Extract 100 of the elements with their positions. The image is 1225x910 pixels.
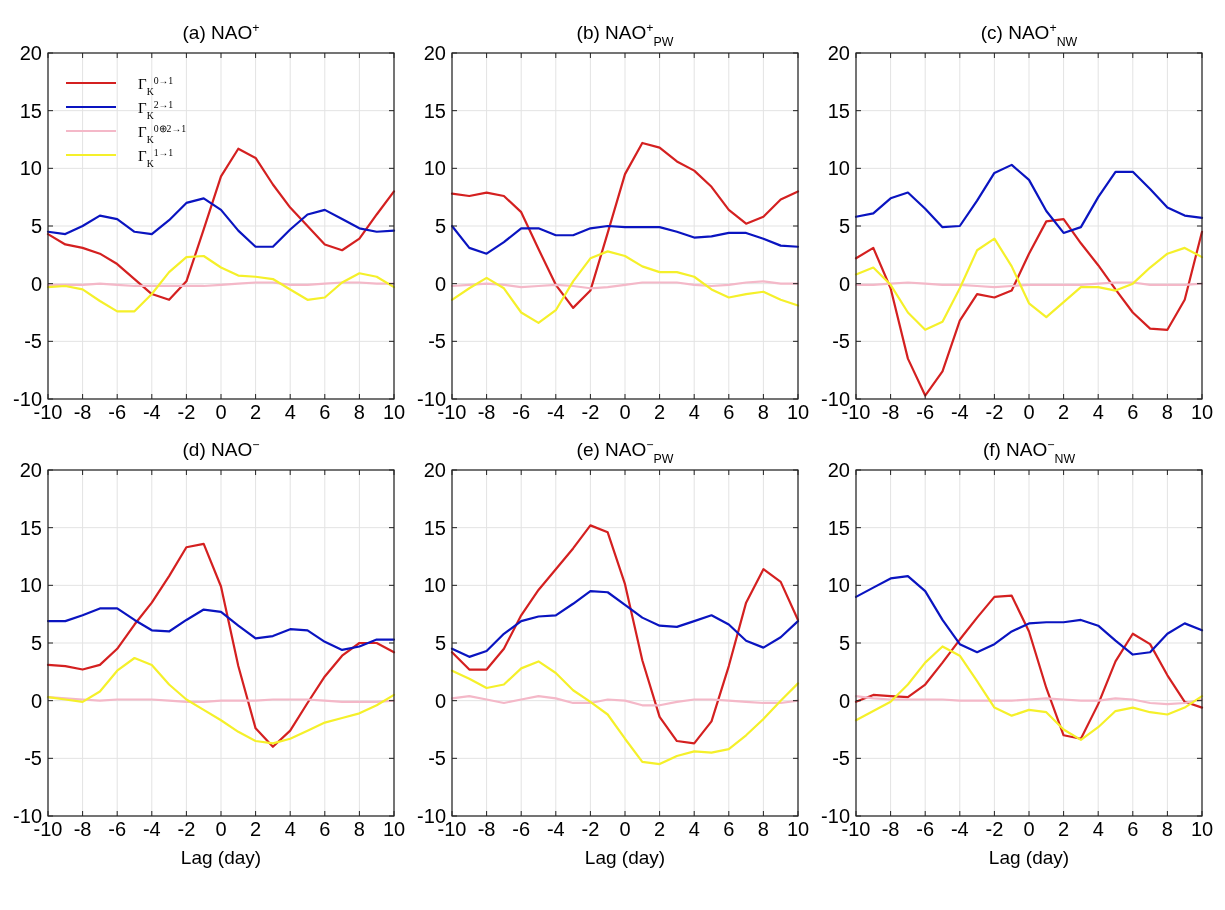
y-tick-label: 5 — [434, 632, 446, 654]
line-series — [450, 524, 800, 745]
line-series — [450, 141, 800, 309]
y-tick-label: 20 — [19, 42, 42, 64]
y-tick-label: 15 — [827, 516, 850, 539]
line-series — [450, 694, 800, 707]
x-tick-label: -6 — [512, 401, 531, 423]
y-tick-label: 20 — [827, 42, 850, 64]
line-series — [46, 147, 396, 301]
x-tick-label: 4 — [688, 818, 700, 840]
y-tick-label: 10 — [423, 574, 446, 597]
x-tick-label: -4 — [142, 818, 161, 840]
x-tick-label: 8 — [1161, 401, 1173, 423]
x-tick-label: 10 — [1190, 818, 1214, 840]
y-tick-label: -5 — [832, 330, 850, 353]
y-tick-label: 15 — [423, 516, 446, 539]
x-tick-label: 2 — [654, 401, 666, 423]
x-tick-label: -8 — [881, 401, 900, 423]
x-tick-label: 10 — [786, 401, 810, 423]
x-tick-label: 2 — [250, 401, 262, 423]
x-tick-label: -2 — [985, 818, 1004, 840]
x-tick-label: 4 — [284, 818, 296, 840]
y-tick-label: 5 — [30, 215, 42, 237]
x-tick-label: 2 — [250, 818, 262, 840]
x-tick-label: -8 — [73, 401, 92, 423]
y-tick-label: 20 — [423, 459, 446, 481]
y-tick-label: 0 — [30, 272, 42, 295]
line-series — [450, 224, 800, 255]
y-tick-label: 10 — [19, 157, 42, 180]
x-tick-label: 4 — [1092, 401, 1104, 423]
line-series — [46, 656, 396, 745]
x-axis-title: Lag (day) — [584, 847, 666, 868]
x-tick-label: 0 — [215, 401, 227, 423]
line-series — [46, 607, 396, 652]
x-tick-label: 0 — [1023, 401, 1035, 423]
x-tick-label: 0 — [215, 818, 227, 840]
x-tick-label: -6 — [916, 401, 935, 423]
y-tick-label: 15 — [423, 99, 446, 122]
y-tick-label: 5 — [434, 215, 446, 237]
line-series — [854, 645, 1204, 741]
x-tick-label: 6 — [723, 818, 735, 840]
x-tick-label: 0 — [1023, 818, 1035, 840]
y-tick-label: 10 — [827, 157, 850, 180]
x-tick-label: -4 — [546, 818, 565, 840]
line-series — [854, 594, 1204, 740]
line-series — [854, 694, 1204, 706]
x-tick-label: -4 — [142, 401, 161, 423]
chart-title: (a) NAO$^{+}$ — [182, 21, 260, 43]
x-tick-label: 10 — [382, 401, 406, 423]
y-tick-label: 20 — [827, 459, 850, 481]
x-tick-label: 2 — [1058, 401, 1070, 423]
x-tick-label: -4 — [546, 401, 565, 423]
line-series — [854, 237, 1204, 331]
x-tick-label: -2 — [581, 401, 600, 423]
line-series — [450, 280, 800, 290]
y-tick-label: 0 — [30, 689, 42, 712]
x-tick-label: 6 — [1127, 401, 1139, 423]
y-tick-label: 20 — [423, 42, 446, 64]
x-tick-label: 6 — [1127, 818, 1139, 840]
x-tick-label: 8 — [1161, 818, 1173, 840]
x-tick-label: 2 — [1058, 818, 1070, 840]
y-tick-label: -5 — [832, 747, 850, 770]
y-tick-label: 0 — [838, 272, 850, 295]
y-tick-label: 0 — [838, 689, 850, 712]
line-series — [46, 197, 396, 248]
y-tick-label: 5 — [838, 215, 850, 237]
x-tick-label: 10 — [1190, 401, 1214, 423]
y-tick-label: 0 — [434, 689, 446, 712]
x-tick-label: 8 — [757, 401, 769, 423]
x-tick-label: 4 — [284, 401, 296, 423]
x-tick-label: -6 — [108, 818, 127, 840]
x-tick-label: -2 — [177, 401, 196, 423]
x-tick-label: 0 — [619, 818, 631, 840]
x-tick-label: 8 — [757, 818, 769, 840]
x-tick-label: -4 — [950, 401, 969, 423]
chart-title: (d) NAO$^{−}$ — [182, 438, 260, 460]
line-series — [450, 250, 800, 324]
y-tick-label: -5 — [428, 330, 446, 353]
y-tick-label: 20 — [19, 459, 42, 481]
x-tick-label: -8 — [73, 818, 92, 840]
x-tick-label: -8 — [881, 818, 900, 840]
x-tick-label: 4 — [688, 401, 700, 423]
x-tick-label: 10 — [382, 818, 406, 840]
x-tick-label: -6 — [916, 818, 935, 840]
line-series — [854, 163, 1204, 235]
x-tick-label: -2 — [581, 818, 600, 840]
line-series — [854, 575, 1204, 656]
y-tick-label: 5 — [30, 632, 42, 654]
x-tick-label: -6 — [512, 818, 531, 840]
line-series — [46, 542, 396, 748]
y-tick-label: 10 — [423, 157, 446, 180]
y-tick-label: 15 — [19, 516, 42, 539]
y-tick-label: 10 — [827, 574, 850, 597]
x-tick-label: 8 — [353, 401, 365, 423]
x-tick-label: -4 — [950, 818, 969, 840]
y-tick-label: -5 — [428, 747, 446, 770]
x-tick-label: 2 — [654, 818, 666, 840]
x-tick-label: 8 — [353, 818, 365, 840]
line-series — [450, 660, 800, 766]
y-tick-label: -5 — [24, 747, 42, 770]
